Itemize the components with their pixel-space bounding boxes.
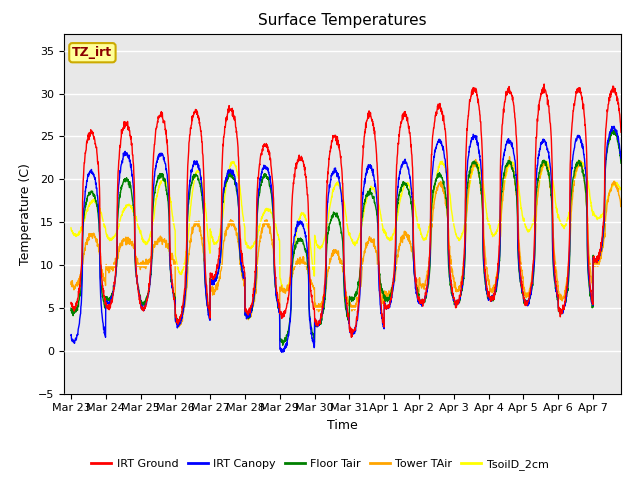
X-axis label: Time: Time [327,419,358,432]
Legend: IRT Ground, IRT Canopy, Floor Tair, Tower TAir, TsoilD_2cm: IRT Ground, IRT Canopy, Floor Tair, Towe… [87,455,553,474]
Title: Surface Temperatures: Surface Temperatures [258,13,427,28]
Y-axis label: Temperature (C): Temperature (C) [19,163,33,264]
Text: TZ_irt: TZ_irt [72,46,113,59]
